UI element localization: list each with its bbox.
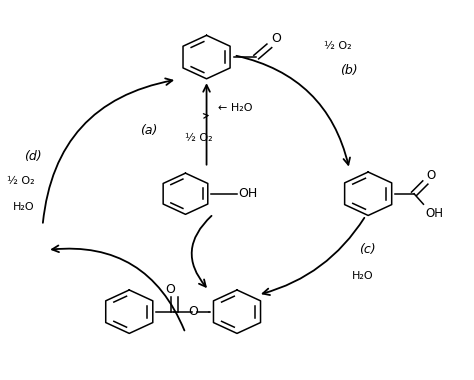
Text: ½ O₂: ½ O₂ xyxy=(185,133,213,142)
Text: ½ O₂: ½ O₂ xyxy=(324,41,351,51)
Text: (d): (d) xyxy=(25,150,42,163)
Text: (a): (a) xyxy=(140,124,157,136)
Text: O: O xyxy=(427,169,436,182)
Text: ½ O₂: ½ O₂ xyxy=(8,176,35,186)
Text: O: O xyxy=(271,32,281,45)
Text: O: O xyxy=(165,283,175,296)
Text: OH: OH xyxy=(425,207,443,220)
Text: (b): (b) xyxy=(340,64,358,77)
Text: OH: OH xyxy=(238,187,257,200)
Text: H₂O: H₂O xyxy=(352,271,374,281)
Text: O: O xyxy=(188,305,198,318)
Text: H₂O: H₂O xyxy=(13,202,35,212)
Text: ← H₂O: ← H₂O xyxy=(218,103,253,112)
Text: (c): (c) xyxy=(359,244,375,256)
